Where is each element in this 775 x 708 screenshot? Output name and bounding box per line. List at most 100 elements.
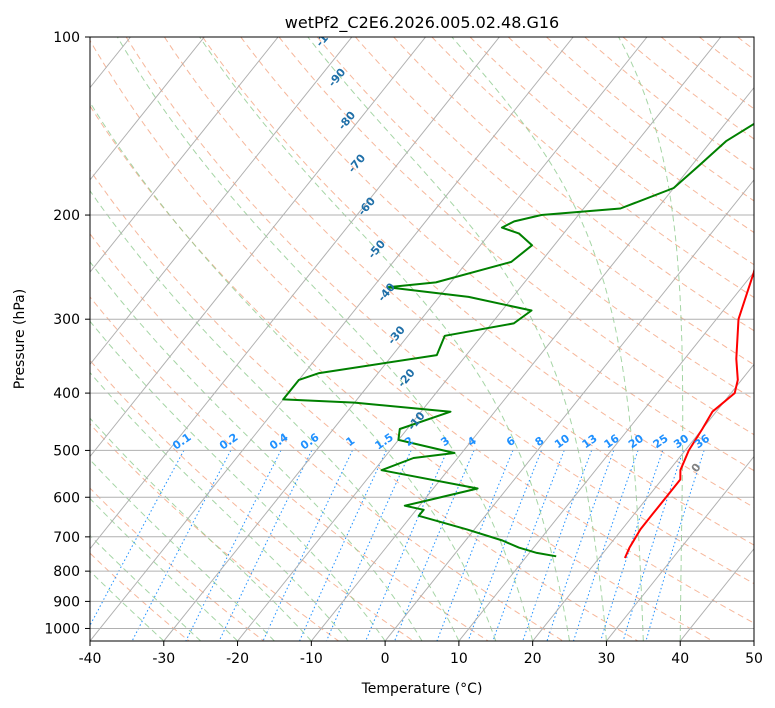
dry-adiabat-line	[90, 359, 414, 641]
isotherm-line	[0, 37, 57, 641]
mixing-ratio-line	[467, 450, 542, 641]
moist-adiabat-line	[90, 570, 165, 641]
isotherm-line	[90, 37, 500, 550]
dry-adiabat-line	[90, 423, 339, 641]
y-tick-label: 400	[53, 386, 80, 402]
x-tick-label: 30	[598, 651, 616, 667]
mixing-ratio-line	[185, 450, 282, 641]
mixing-ratio-label: 1	[344, 434, 358, 449]
y-axis-label: Pressure (hPa)	[12, 289, 28, 389]
mixing-ratio-label: 20	[626, 432, 646, 452]
dry-adiabat-line	[431, 37, 754, 299]
mixing-ratio-line	[436, 450, 514, 641]
mixing-ratio-line	[573, 450, 639, 641]
mixing-ratio-line	[546, 450, 615, 641]
y-axis-ticks: 100 200 300 400 500 600 700 800 900 1000	[44, 30, 90, 637]
moist-adiabat-line	[90, 371, 349, 641]
mixing-ratio-label: 16	[602, 432, 622, 452]
dry-adiabats	[90, 37, 754, 641]
moist-adiabat-line	[90, 101, 497, 641]
mixing-ratio-line	[90, 450, 185, 627]
moist-adiabat-label: -70	[345, 151, 368, 175]
mixing-ratio-label: 30	[671, 432, 691, 452]
dry-adiabat-line	[202, 37, 754, 509]
isotherm-line	[532, 363, 754, 641]
y-tick-label: 500	[53, 443, 80, 459]
x-tick-label: 50	[745, 651, 763, 667]
isotherm-line	[90, 37, 353, 366]
dry-adiabat-line	[737, 37, 754, 51]
mixing-ratio-line	[299, 450, 387, 641]
dry-adiabat-line	[90, 105, 713, 641]
moist-adiabat-line	[90, 261, 423, 641]
mixing-ratio-line	[325, 450, 412, 641]
dry-adiabat-line	[355, 37, 754, 366]
mixing-ratio-label: 0.4	[267, 430, 291, 452]
moist-adiabat-line	[90, 459, 275, 641]
moist-adiabat-label: -80	[336, 109, 359, 133]
mixing-ratio-label: 1.5	[372, 431, 395, 453]
mixing-ratio-line	[645, 450, 705, 641]
moist-adiabat-label: -30	[385, 323, 408, 347]
moist-adiabat-line	[307, 37, 607, 641]
x-tick-label: -40	[79, 651, 102, 667]
moist-adiabat-line	[90, 497, 238, 641]
y-tick-label: 700	[53, 530, 80, 546]
profile-lines	[282, 122, 754, 559]
moist-adiabat-label: -40	[375, 280, 398, 304]
dry-adiabat-line	[393, 37, 754, 332]
dry-adiabat-line	[90, 552, 190, 641]
dry-adiabat-line	[507, 37, 754, 234]
isotherm-grid	[0, 37, 754, 641]
mixing-ratio-line	[522, 450, 593, 641]
x-tick-label: 10	[450, 651, 468, 667]
x-tick-label: 0	[381, 651, 390, 667]
dry-adiabat-line	[240, 37, 754, 472]
moist-adiabat-line	[116, 37, 534, 641]
x-axis-label: Temperature (°C)	[361, 681, 483, 697]
isotherm-line	[606, 455, 754, 641]
chart-title: wetPf2_C2E6.2026.005.02.48.G16	[285, 13, 559, 33]
moist-adiabats	[90, 37, 684, 641]
isotherm-line	[679, 547, 754, 641]
y-tick-label: 100	[53, 30, 80, 46]
dry-adiabat-line	[469, 37, 754, 266]
x-tick-label: 20	[524, 651, 542, 667]
mixing-ratio-line	[365, 450, 448, 641]
moist-adiabat-line	[90, 320, 386, 641]
moist-adiabat-label: -10	[405, 409, 428, 433]
mixing-ratio-label: 6	[504, 434, 518, 449]
dewpoint-profile	[282, 122, 754, 558]
temperature-profile	[623, 266, 754, 559]
mixing-ratio-line	[622, 450, 684, 641]
x-tick-label: -20	[226, 651, 249, 667]
dry-adiabat-line	[90, 296, 489, 641]
dry-adiabat-line	[546, 37, 754, 202]
dry-adiabat-label: 10	[751, 501, 771, 521]
mixing-ratio-label: 10	[552, 432, 572, 452]
mixing-ratio-line	[394, 450, 475, 641]
x-axis-ticks: -40 -30 -20 -10 0 10 20 30 40 50	[79, 641, 763, 667]
mixing-ratio-label: 2	[402, 434, 416, 449]
moist-adiabat-line	[90, 189, 460, 641]
moist-adiabat-line	[199, 37, 571, 641]
y-tick-label: 600	[53, 490, 80, 506]
isotherm-line	[458, 271, 754, 641]
mixing-ratio-label: 0.6	[298, 430, 322, 452]
y-tick-label: 900	[53, 594, 80, 610]
dry-adiabat-line	[622, 37, 754, 140]
dry-adiabat-line	[584, 37, 754, 171]
dry-adiabat-line	[90, 169, 639, 641]
mixing-ratio-lines	[90, 450, 705, 641]
moist-adiabat-line	[90, 534, 202, 641]
moist-adiabat-line	[451, 37, 644, 641]
y-tick-label: 300	[53, 312, 80, 328]
x-tick-label: -10	[300, 651, 323, 667]
isotherm-line	[310, 86, 754, 641]
y-tick-label: 800	[53, 564, 80, 580]
dry-adiabat-line	[90, 39, 754, 624]
dry-adiabat-label: 0	[689, 461, 704, 475]
dry-adiabat-line	[278, 37, 754, 436]
x-tick-label: -30	[152, 651, 175, 667]
